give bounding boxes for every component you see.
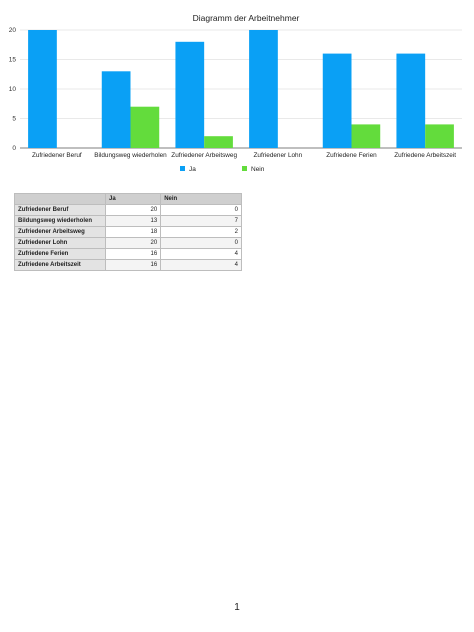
bar-nein-2 bbox=[204, 136, 233, 148]
cell-nein: 0 bbox=[160, 237, 242, 249]
y-tick-label: 0 bbox=[12, 145, 16, 152]
bar-ja-4 bbox=[322, 53, 352, 148]
legend-swatch-ja bbox=[180, 166, 185, 171]
bar-ja-2 bbox=[175, 41, 205, 148]
y-tick-label: 15 bbox=[9, 57, 17, 64]
cell-nein: 7 bbox=[160, 215, 242, 227]
table-header-nein: Nein bbox=[160, 193, 242, 205]
bar-ja-0 bbox=[28, 30, 57, 148]
bar-nein-5 bbox=[425, 124, 454, 148]
table-row: Zufriedene Arbeitszeit 16 4 bbox=[14, 259, 242, 271]
table-row: Zufriedener Lohn 20 0 bbox=[14, 237, 242, 249]
row-label: Zufriedener Arbeitsweg bbox=[14, 226, 106, 238]
legend-label-nein: Nein bbox=[251, 166, 265, 173]
x-category-label: Bildungsweg wiederholen bbox=[94, 152, 167, 159]
cell-nein: 4 bbox=[160, 259, 242, 271]
table-row: Zufriedener Arbeitsweg 18 2 bbox=[14, 226, 242, 238]
cell-nein: 2 bbox=[160, 226, 242, 238]
bar-ja-3 bbox=[249, 30, 278, 148]
row-label: Bildungsweg wiederholen bbox=[14, 215, 106, 227]
x-category-label: Zufriedener Beruf bbox=[32, 152, 82, 159]
cell-ja: 20 bbox=[104, 237, 162, 249]
bar-nein-4 bbox=[351, 124, 381, 148]
bar-nein-1 bbox=[130, 106, 160, 148]
x-category-label: Zufriedener Arbeitsweg bbox=[171, 152, 237, 159]
table-row: Zufriedener Beruf 20 0 bbox=[14, 204, 242, 216]
data-table: Ja Nein Zufriedener Beruf 20 0 Bildungsw… bbox=[14, 193, 242, 271]
y-tick-label: 5 bbox=[12, 116, 16, 123]
cell-ja: 20 bbox=[104, 204, 162, 216]
row-label: Zufriedene Arbeitszeit bbox=[14, 259, 106, 271]
row-label: Zufriedene Ferien bbox=[14, 248, 106, 260]
x-category-label: Zufriedene Ferien bbox=[326, 152, 377, 159]
legend-swatch-nein bbox=[242, 166, 247, 171]
cell-nein: 4 bbox=[160, 248, 242, 260]
bar-ja-5 bbox=[396, 53, 426, 148]
cell-ja: 13 bbox=[104, 215, 162, 227]
table-row: Zufriedene Ferien 16 4 bbox=[14, 248, 242, 260]
cell-nein: 0 bbox=[160, 204, 242, 216]
cell-ja: 16 bbox=[104, 248, 162, 260]
table-corner-cell bbox=[14, 193, 106, 205]
table-header-ja: Ja bbox=[104, 193, 162, 205]
cell-ja: 18 bbox=[104, 226, 162, 238]
bar-ja-1 bbox=[101, 71, 131, 148]
x-category-label: Zufriedene Arbeitszeit bbox=[394, 152, 456, 159]
bar-chart: Diagramm der Arbeitnehmer 0 5 10 15 20 Zufrie… bbox=[9, 13, 462, 173]
row-label: Zufriedener Beruf bbox=[14, 204, 106, 216]
page-number: 1 bbox=[234, 602, 240, 613]
row-label: Zufriedener Lohn bbox=[14, 237, 106, 249]
cell-ja: 16 bbox=[104, 259, 162, 271]
table-header-row: Ja Nein bbox=[14, 193, 242, 205]
x-category-label: Zufriedener Lohn bbox=[253, 152, 302, 159]
table-row: Bildungsweg wiederholen 13 7 bbox=[14, 215, 242, 227]
legend-label-ja: Ja bbox=[189, 166, 196, 173]
chart-title: Diagramm der Arbeitnehmer bbox=[193, 13, 300, 23]
y-tick-label: 10 bbox=[9, 86, 17, 93]
y-tick-label: 20 bbox=[9, 27, 17, 34]
